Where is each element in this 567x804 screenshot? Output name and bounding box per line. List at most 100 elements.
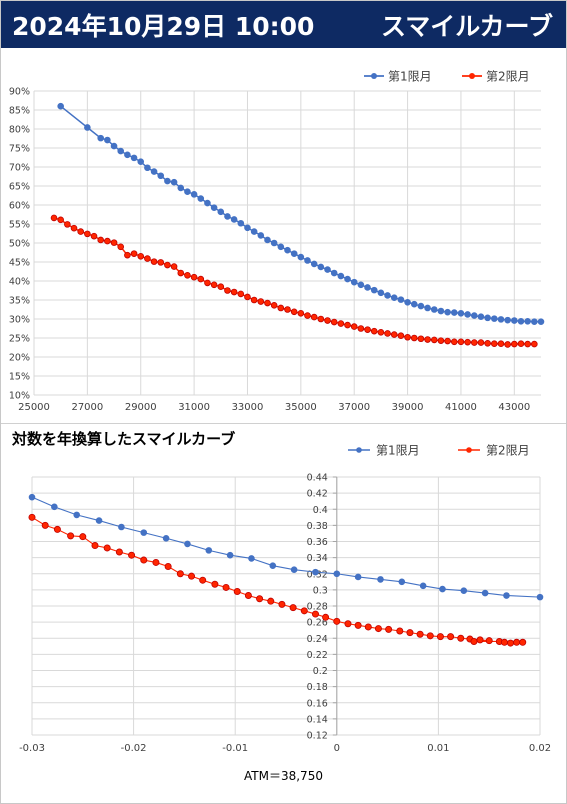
y-tick-label: 55% xyxy=(9,220,30,231)
data-point-series-2 xyxy=(210,281,218,289)
data-point-series-1 xyxy=(226,551,234,559)
data-point-series-2 xyxy=(344,321,351,329)
data-point-series-1 xyxy=(324,266,331,273)
data-point-series-2 xyxy=(513,638,521,646)
y-tick-label: 0.22 xyxy=(307,650,328,661)
data-point-series-1 xyxy=(430,306,438,313)
data-point-series-2 xyxy=(184,272,191,279)
data-point-series-1 xyxy=(511,317,518,324)
data-point-series-2 xyxy=(374,625,382,633)
data-point-series-2 xyxy=(188,572,196,580)
data-point-series-1 xyxy=(224,213,231,220)
data-point-series-2 xyxy=(64,221,71,228)
data-point-series-1 xyxy=(417,302,425,310)
data-point-series-2 xyxy=(337,320,345,327)
x-tick-label: 35000 xyxy=(285,402,317,413)
data-point-series-2 xyxy=(450,338,458,346)
data-point-series-2 xyxy=(199,576,207,584)
data-point-series-1 xyxy=(531,318,538,325)
legend-label-1: 第1限月 xyxy=(388,70,432,84)
x-tick-label: 33000 xyxy=(232,402,264,413)
legend-marker-1 xyxy=(356,447,362,453)
data-point-series-1 xyxy=(481,589,489,597)
data-point-series-2 xyxy=(130,250,138,257)
data-point-series-2 xyxy=(257,298,265,305)
data-point-series-1 xyxy=(460,587,468,594)
data-point-series-1 xyxy=(450,309,458,316)
data-point-series-1 xyxy=(73,511,81,519)
data-point-series-2 xyxy=(485,637,493,645)
data-point-series-2 xyxy=(176,570,184,578)
data-point-series-2 xyxy=(217,283,225,291)
data-point-series-2 xyxy=(41,521,49,529)
data-point-series-2 xyxy=(406,629,414,637)
data-point-series-2 xyxy=(57,216,64,224)
data-point-series-1 xyxy=(377,576,384,583)
data-point-series-2 xyxy=(170,263,178,270)
data-point-series-2 xyxy=(190,273,198,281)
data-point-series-1 xyxy=(250,228,258,235)
data-point-series-2 xyxy=(385,625,393,633)
data-point-series-2 xyxy=(524,340,531,348)
y-tick-label: 0.38 xyxy=(307,521,328,532)
x-tick-label: -0.02 xyxy=(121,743,147,754)
y-tick-label: 80% xyxy=(9,125,30,136)
data-point-series-1 xyxy=(104,136,111,144)
data-point-series-2 xyxy=(322,613,330,621)
data-point-series-2 xyxy=(500,638,508,646)
data-point-series-2 xyxy=(519,638,527,646)
data-point-series-2 xyxy=(137,253,145,260)
data-point-series-1 xyxy=(312,568,319,576)
x-tick-label: 27000 xyxy=(71,402,103,413)
data-point-series-1 xyxy=(205,547,213,554)
data-point-series-1 xyxy=(270,239,278,247)
data-point-series-1 xyxy=(150,168,158,175)
data-point-series-2 xyxy=(110,239,118,246)
data-point-series-2 xyxy=(517,340,525,348)
data-point-series-1 xyxy=(264,236,271,244)
x-tick-label: 31000 xyxy=(178,402,210,413)
data-point-series-2 xyxy=(354,621,362,629)
data-point-series-1 xyxy=(244,224,251,232)
data-point-series-1 xyxy=(404,298,411,306)
data-point-series-2 xyxy=(270,302,278,309)
data-point-series-2 xyxy=(230,288,238,296)
data-point-series-1 xyxy=(390,294,398,302)
data-point-series-2 xyxy=(437,337,445,344)
data-point-series-2 xyxy=(267,597,275,605)
legend-marker-2 xyxy=(469,73,475,79)
data-point-series-2 xyxy=(256,595,264,603)
data-point-series-2 xyxy=(317,315,325,323)
data-point-series-2 xyxy=(250,296,258,304)
data-point-series-1 xyxy=(217,208,225,216)
x-tick-label: 25000 xyxy=(18,402,50,413)
y-tick-label: 0.4 xyxy=(313,505,328,516)
data-point-series-2 xyxy=(491,340,498,348)
data-point-series-1 xyxy=(503,592,510,599)
data-point-series-1 xyxy=(137,158,145,165)
data-point-series-1 xyxy=(130,154,138,162)
data-point-series-1 xyxy=(157,172,165,180)
data-point-series-2 xyxy=(117,243,125,251)
data-point-series-2 xyxy=(447,633,455,641)
data-point-series-1 xyxy=(377,289,385,297)
y-tick-label: 0.42 xyxy=(307,489,328,500)
data-point-series-2 xyxy=(404,333,411,341)
data-point-series-2 xyxy=(531,340,538,348)
data-point-series-2 xyxy=(222,583,230,591)
data-point-series-1 xyxy=(284,246,291,254)
data-point-series-2 xyxy=(53,525,61,533)
data-point-series-2 xyxy=(97,236,105,244)
data-point-series-1 xyxy=(330,269,338,277)
data-point-series-2 xyxy=(396,627,404,635)
data-point-series-2 xyxy=(364,623,372,631)
x-tick-label: 41000 xyxy=(445,402,477,413)
data-point-series-1 xyxy=(491,315,498,322)
page-title-datetime: 2024年10月29日 10:00 xyxy=(12,12,315,41)
y-tick-label: 0.26 xyxy=(307,618,328,629)
data-point-series-2 xyxy=(115,548,123,556)
data-point-series-2 xyxy=(50,214,58,222)
data-point-series-2 xyxy=(124,251,131,259)
data-point-series-1 xyxy=(536,593,544,601)
data-point-series-2 xyxy=(304,312,311,319)
